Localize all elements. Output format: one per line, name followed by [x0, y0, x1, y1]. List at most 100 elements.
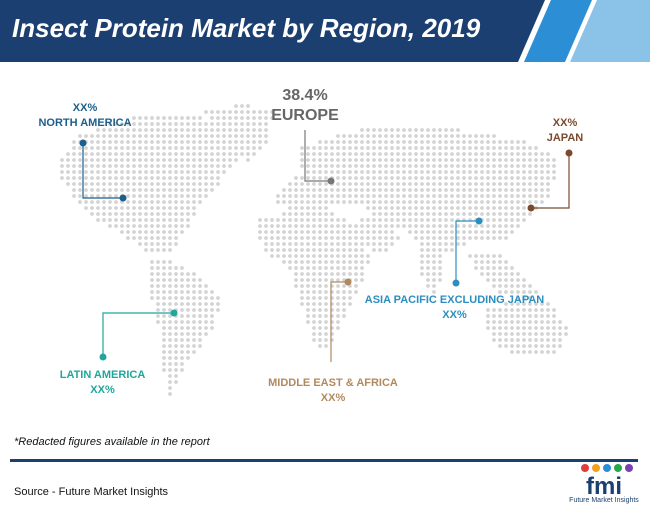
map-dot: [96, 140, 100, 144]
map-dot: [540, 182, 544, 186]
map-dot: [522, 344, 526, 348]
map-dot: [540, 302, 544, 306]
map-dot: [60, 170, 64, 174]
map-dot: [378, 194, 382, 198]
map-dot: [504, 284, 508, 288]
map-dot: [546, 320, 550, 324]
map-dot: [174, 284, 178, 288]
map-dot: [324, 164, 328, 168]
map-dot: [186, 128, 190, 132]
map-dot: [522, 350, 526, 354]
map-dot: [210, 182, 214, 186]
map-dot: [354, 242, 358, 246]
map-dot: [366, 254, 370, 258]
map-dot: [108, 128, 112, 132]
map-dot: [114, 176, 118, 180]
map-dot: [444, 212, 448, 216]
map-dot: [336, 266, 340, 270]
map-dot: [216, 176, 220, 180]
map-dot: [342, 242, 346, 246]
map-dot: [396, 146, 400, 150]
map-dot: [270, 110, 274, 114]
map-dot: [336, 296, 340, 300]
map-dot: [192, 320, 196, 324]
map-dot: [132, 116, 136, 120]
map-dot: [534, 182, 538, 186]
map-dot: [246, 152, 250, 156]
map-dot: [162, 368, 166, 372]
map-dot: [168, 170, 172, 174]
map-dot: [342, 218, 346, 222]
map-dot: [486, 158, 490, 162]
map-dot: [72, 146, 76, 150]
map-dot: [84, 158, 88, 162]
map-dot: [420, 272, 424, 276]
map-dot: [408, 164, 412, 168]
map-dot: [438, 188, 442, 192]
map-dot: [342, 284, 346, 288]
map-dot: [294, 272, 298, 276]
map-dot: [336, 158, 340, 162]
map-dot: [390, 164, 394, 168]
map-dot: [174, 212, 178, 216]
map-dot: [186, 194, 190, 198]
map-dot: [96, 146, 100, 150]
map-dot: [180, 296, 184, 300]
map-dot: [486, 182, 490, 186]
banner-shape: [0, 0, 650, 62]
map-dot: [300, 188, 304, 192]
map-dot: [540, 170, 544, 174]
map-dot: [378, 158, 382, 162]
map-dot: [426, 134, 430, 138]
map-dot: [222, 122, 226, 126]
map-dot: [198, 158, 202, 162]
map-dot: [492, 182, 496, 186]
map-dot: [270, 116, 274, 120]
map-dot: [306, 218, 310, 222]
map-dot: [318, 164, 322, 168]
map-dot: [156, 284, 160, 288]
map-dot: [516, 278, 520, 282]
map-dot: [288, 188, 292, 192]
map-dot: [528, 170, 532, 174]
map-dot: [300, 194, 304, 198]
map-dot: [522, 302, 526, 306]
map-dot: [246, 146, 250, 150]
map-dot: [324, 176, 328, 180]
map-dot: [210, 110, 214, 114]
map-dot: [258, 116, 262, 120]
map-dot: [504, 290, 508, 294]
map-dot: [450, 158, 454, 162]
map-dot: [510, 284, 514, 288]
map-dot: [108, 176, 112, 180]
map-dot: [162, 134, 166, 138]
map-dot: [198, 290, 202, 294]
map-dot: [342, 152, 346, 156]
map-dot: [354, 176, 358, 180]
map-dot: [516, 302, 520, 306]
map-dot: [360, 200, 364, 204]
svg-text:fmi: fmi: [586, 473, 622, 496]
map-dot: [210, 140, 214, 144]
map-dot: [426, 194, 430, 198]
map-dot: [354, 272, 358, 276]
map-dot: [336, 152, 340, 156]
map-dot: [366, 182, 370, 186]
map-dot: [522, 182, 526, 186]
map-dot: [336, 230, 340, 234]
map-dot: [72, 140, 76, 144]
map-dot: [114, 218, 118, 222]
map-dot: [498, 170, 502, 174]
map-dot: [132, 182, 136, 186]
map-dot: [108, 146, 112, 150]
map-dot: [150, 122, 154, 126]
map-dot: [414, 146, 418, 150]
map-dot: [150, 206, 154, 210]
map-dot: [354, 152, 358, 156]
map-dot: [90, 212, 94, 216]
map-dot: [480, 164, 484, 168]
map-dot: [528, 344, 532, 348]
map-dot: [312, 326, 316, 330]
map-dot: [216, 158, 220, 162]
map-dot: [306, 152, 310, 156]
